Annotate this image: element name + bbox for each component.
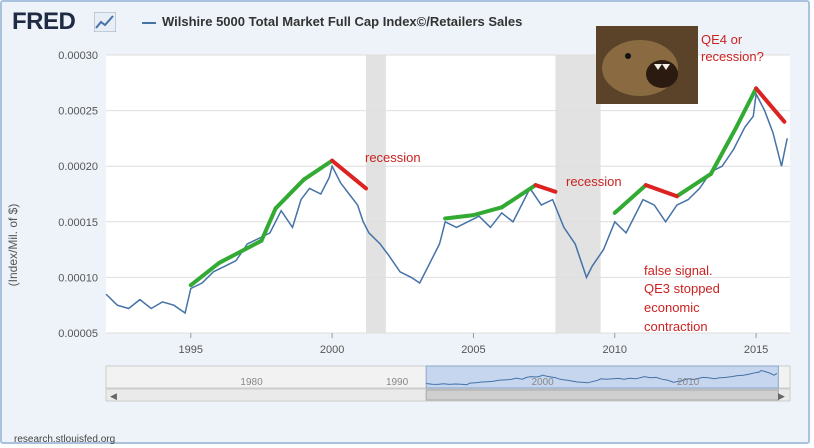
uptrend-line (612, 183, 648, 215)
uptrend-line (674, 171, 713, 199)
annotation-false-signal-3: economic (644, 300, 700, 315)
downtrend-line (330, 158, 369, 191)
x-tick-label: 2005 (461, 344, 485, 356)
legend-label: Wilshire 5000 Total Market Full Cap Inde… (162, 14, 523, 29)
scroll-left-arrow-icon[interactable]: ◀ (110, 391, 117, 401)
annotation-false-signal-1: false signal. (644, 263, 713, 278)
source-credit[interactable]: research.stlouisfed.org (14, 434, 116, 445)
uptrend-line (499, 183, 538, 210)
fred-logo[interactable]: FRED (12, 8, 76, 35)
navigator-series (426, 369, 778, 386)
legend[interactable]: Wilshire 5000 Total Market Full Cap Inde… (142, 14, 522, 29)
annotation-qe4-line2: recession? (701, 49, 764, 64)
annotation-recession-2008: recession (566, 174, 622, 189)
bear-mouth (646, 60, 678, 88)
x-tick-label: 1995 (179, 344, 203, 356)
navigator-tick-label: 2010 (677, 377, 700, 388)
uptrend-line (708, 125, 739, 176)
navigator-tick-label: 1990 (386, 377, 409, 388)
series-line (105, 91, 788, 315)
downtrend-line (643, 183, 679, 199)
y-tick-label: 0.00030 (58, 50, 98, 62)
x-tick-label: 2000 (320, 344, 344, 356)
legend-swatch (142, 21, 156, 24)
uptrend-line (188, 260, 222, 288)
bear-photo (596, 26, 698, 104)
recession-band (555, 55, 601, 333)
navigator-window[interactable] (425, 365, 779, 389)
x-tick-label: 2015 (744, 344, 768, 356)
bear-eye (625, 53, 631, 59)
y-tick-label: 0.00025 (58, 106, 98, 118)
scroll-right-arrow-icon[interactable]: ▶ (778, 391, 785, 401)
line-chart-icon (94, 12, 116, 32)
uptrend-line (273, 177, 306, 211)
downtrend-line (754, 86, 787, 124)
x-tick-label: 2010 (603, 344, 627, 356)
uptrend-line (301, 158, 335, 182)
recession-band (366, 55, 386, 333)
downtrend-line (533, 183, 558, 194)
navigator-tick-label: 1980 (240, 377, 263, 388)
navigator[interactable]: 1980 1990 2000 2010 ◀ ▶ (105, 365, 791, 402)
bear-teeth (654, 64, 670, 70)
annotation-recession-2001: recession (365, 150, 421, 165)
y-tick-label: 0.00015 (58, 217, 98, 229)
uptrend-line (443, 213, 476, 221)
navigator-tick-label: 2000 (531, 377, 554, 388)
annotation-false-signal-2: QE3 stopped (644, 281, 720, 296)
y-tick-label: 0.00005 (58, 328, 98, 340)
annotation-qe4-line1: QE4 or (701, 32, 743, 47)
uptrend-line (217, 238, 264, 265)
y-tick-label: 0.00020 (58, 161, 98, 173)
annotation-false-signal-4: contraction (644, 319, 708, 334)
uptrend-line (471, 205, 504, 218)
uptrend-line (259, 206, 278, 243)
scrollbar-thumb[interactable] (425, 389, 779, 401)
uptrend-line (734, 86, 759, 130)
y-tick-label: 0.00010 (58, 272, 98, 284)
